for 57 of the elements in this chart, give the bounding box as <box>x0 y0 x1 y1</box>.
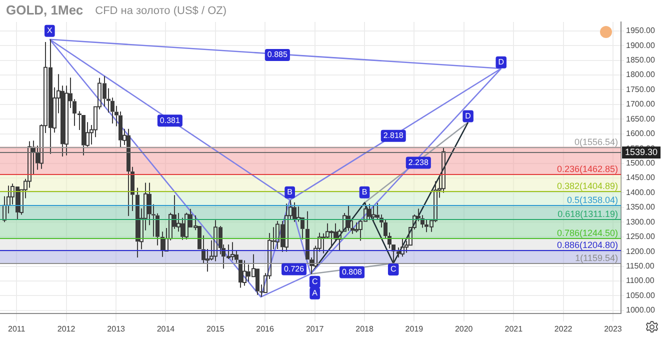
ref-line-label: 0.236(1462.85) <box>556 164 618 174</box>
ref-line-label: 1(1159.54) <box>575 252 618 263</box>
x-tick-label: 2015 <box>206 324 225 334</box>
y-tick-label: 1400.00 <box>626 188 656 197</box>
x-tick-label: 2023 <box>604 324 622 334</box>
chart-subtitle: CFD на золото (US$ / OZ) <box>95 5 227 18</box>
annotation: A <box>312 288 318 298</box>
annotation: 0.885 <box>267 50 288 60</box>
y-tick-label: 1250.00 <box>626 232 656 242</box>
y-tick-label: 1150.00 <box>626 262 655 271</box>
y-tick-label: 1350.00 <box>626 202 656 212</box>
y-tick-label: 1950.00 <box>626 26 656 36</box>
x-tick-label: 2016 <box>256 324 275 334</box>
annotation: C <box>312 277 318 286</box>
ref-line-label: 0.618(1311.19) <box>558 208 618 219</box>
x-tick-label: 2018 <box>356 324 374 334</box>
x-tick-label: 2014 <box>156 324 176 334</box>
y-tick-label: 1300.00 <box>626 217 656 226</box>
x-tick-label: 2017 <box>306 324 324 334</box>
y-tick-label: 1050.00 <box>626 290 656 300</box>
y-tick-label: 1800.00 <box>626 70 656 80</box>
ref-line-label: 0(1556.54) <box>574 136 618 147</box>
y-tick-label: 1750.00 <box>626 84 656 94</box>
y-tick-label: 1200.00 <box>626 246 656 256</box>
y-tick-label: 1500.00 <box>626 158 656 168</box>
x-tick-label: 2012 <box>57 324 76 334</box>
ref-line-label: 0.382(1404.89) <box>556 180 618 191</box>
x-tick-label: 2011 <box>8 324 26 334</box>
y-tick-label: 1450.00 <box>626 173 656 182</box>
y-tick-label: 1000.00 <box>626 306 656 315</box>
annotation: D <box>465 111 472 120</box>
annotation: X <box>46 26 53 36</box>
y-tick-label: 1650.00 <box>626 114 656 124</box>
x-tick-label: 2020 <box>454 324 474 334</box>
y-tick-label: 1100.00 <box>626 276 655 286</box>
x-tick-label: 2019 <box>405 324 424 334</box>
ref-line-label: 0.786(1244.50) <box>556 228 618 238</box>
x-tick-label: 2013 <box>107 324 126 334</box>
annotation: 0.726 <box>284 264 305 274</box>
y-tick-label: 1700.00 <box>626 100 656 109</box>
chart-title: GOLD, 1Мес <box>6 2 84 18</box>
annotation: 0.808 <box>342 267 363 276</box>
ref-line-label: 0.5(1358.04) <box>566 194 618 205</box>
x-tick-label: 2021 <box>504 324 524 334</box>
annotation: B <box>287 188 292 197</box>
annotation: B <box>362 188 368 197</box>
y-tick-label: 1900.00 <box>626 40 656 50</box>
annotation: 2.238 <box>408 158 429 167</box>
ref-line-label: 1539.30 <box>625 146 658 157</box>
annotation: 2.818 <box>383 131 404 140</box>
y-tick-label: 1850.00 <box>626 55 656 64</box>
annotation: 0.381 <box>160 116 180 125</box>
x-tick-label: 2022 <box>554 324 573 334</box>
annotation: C <box>390 264 396 274</box>
ref-line-label: 0.886(1204.80) <box>556 240 618 250</box>
y-tick-label: 1600.00 <box>626 129 656 138</box>
annotation: D <box>498 58 504 67</box>
